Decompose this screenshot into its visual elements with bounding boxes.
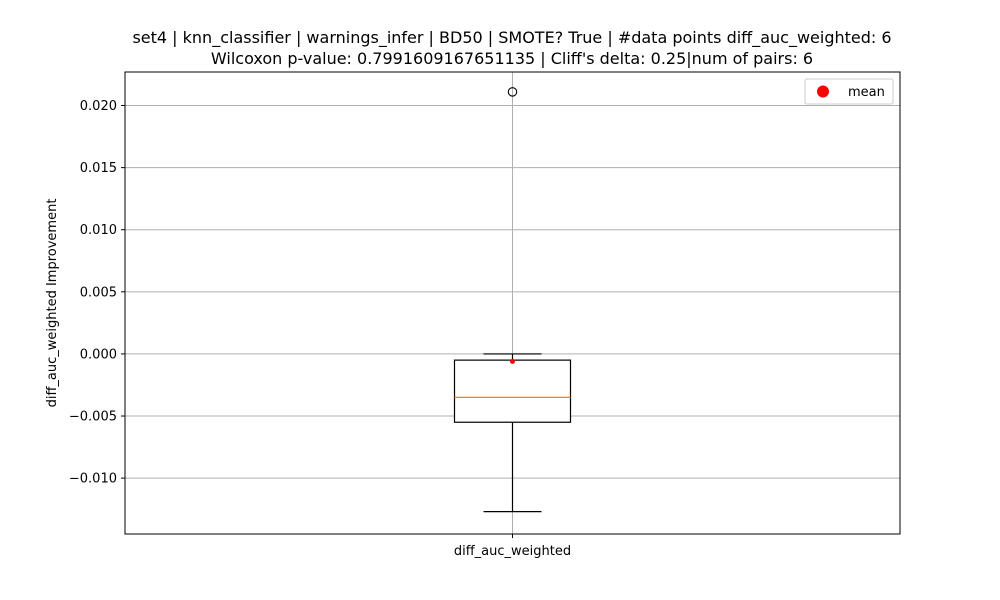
mean-point [510, 358, 515, 364]
outlier-point [507, 87, 518, 97]
chart-title-line1: set4 | knn_classifier | warnings_infer |… [132, 28, 891, 48]
y-tick-label: 0.010 [80, 223, 117, 238]
y-tick-label: 0.020 [80, 99, 117, 114]
y-axis-ticks: −0.010 −0.005 0.000 0.005 0.010 0.015 0.020 [69, 99, 125, 487]
chart-title-line2: Wilcoxon p-value: 0.7991609167651135 | C… [211, 49, 813, 68]
box-plot [453, 87, 572, 513]
x-axis-ticks: diff_auc_weighted [454, 534, 571, 559]
y-tick-label: −0.010 [69, 472, 117, 487]
y-tick-label: −0.005 [69, 410, 117, 425]
x-tick-label: diff_auc_weighted [454, 544, 571, 559]
y-tick-label: 0.005 [80, 285, 117, 300]
legend-box [804, 78, 894, 105]
legend: mean [804, 78, 894, 105]
legend-mean-label: mean [848, 85, 885, 100]
y-tick-label: 0.015 [80, 161, 117, 176]
y-tick-label: 0.000 [80, 347, 117, 362]
plot-frame [124, 71, 901, 535]
y-axis-label: diff_auc_weighted Improvement [45, 199, 60, 408]
legend-mean-marker [817, 85, 829, 98]
box-iqr [453, 359, 572, 423]
